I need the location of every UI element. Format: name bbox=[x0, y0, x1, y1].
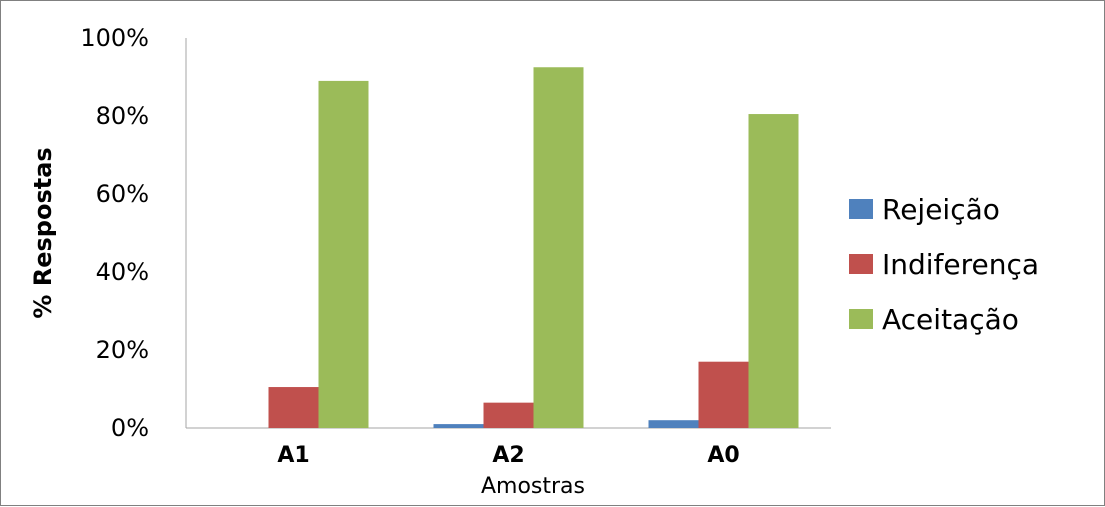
y-axis-title: % Respostas bbox=[29, 147, 57, 318]
bar-Aceitação-A0 bbox=[748, 114, 799, 429]
y-tick-label: 100% bbox=[80, 24, 149, 52]
x-category-label: A0 bbox=[707, 443, 739, 468]
legend-swatch bbox=[849, 199, 873, 219]
legend: Rejeição Indiferença Aceitação bbox=[849, 193, 1039, 336]
y-tick-label: 60% bbox=[96, 180, 149, 208]
x-axis-category-labels: A1 A2 A0 bbox=[277, 443, 739, 468]
bar-Aceitação-A1 bbox=[318, 80, 369, 429]
y-tick-label: 40% bbox=[96, 258, 149, 286]
x-category-label: A2 bbox=[492, 443, 524, 468]
legend-swatch bbox=[849, 254, 873, 274]
legend-label: Aceitação bbox=[882, 303, 1019, 336]
bar-Rejeição-A2 bbox=[433, 424, 484, 428]
legend-label: Indiferença bbox=[882, 248, 1039, 281]
y-tick-label: 0% bbox=[111, 414, 149, 442]
bar-Rejeição-A0 bbox=[648, 420, 699, 428]
legend-swatch bbox=[849, 309, 873, 329]
bar-Indiferença-A1 bbox=[268, 387, 319, 428]
bar-Indiferença-A0 bbox=[698, 361, 749, 428]
y-tick-label: 80% bbox=[96, 102, 149, 130]
x-category-label: A1 bbox=[277, 443, 309, 468]
bar-Indiferença-A2 bbox=[483, 402, 534, 428]
bar-Aceitação-A2 bbox=[533, 67, 584, 428]
legend-label: Rejeição bbox=[882, 193, 1000, 226]
x-axis-title: Amostras bbox=[481, 474, 585, 499]
bars-group bbox=[268, 67, 799, 429]
y-axis-tick-labels: 0% 20% 40% 60% 80% 100% bbox=[80, 24, 149, 442]
y-tick-label: 20% bbox=[96, 336, 149, 364]
